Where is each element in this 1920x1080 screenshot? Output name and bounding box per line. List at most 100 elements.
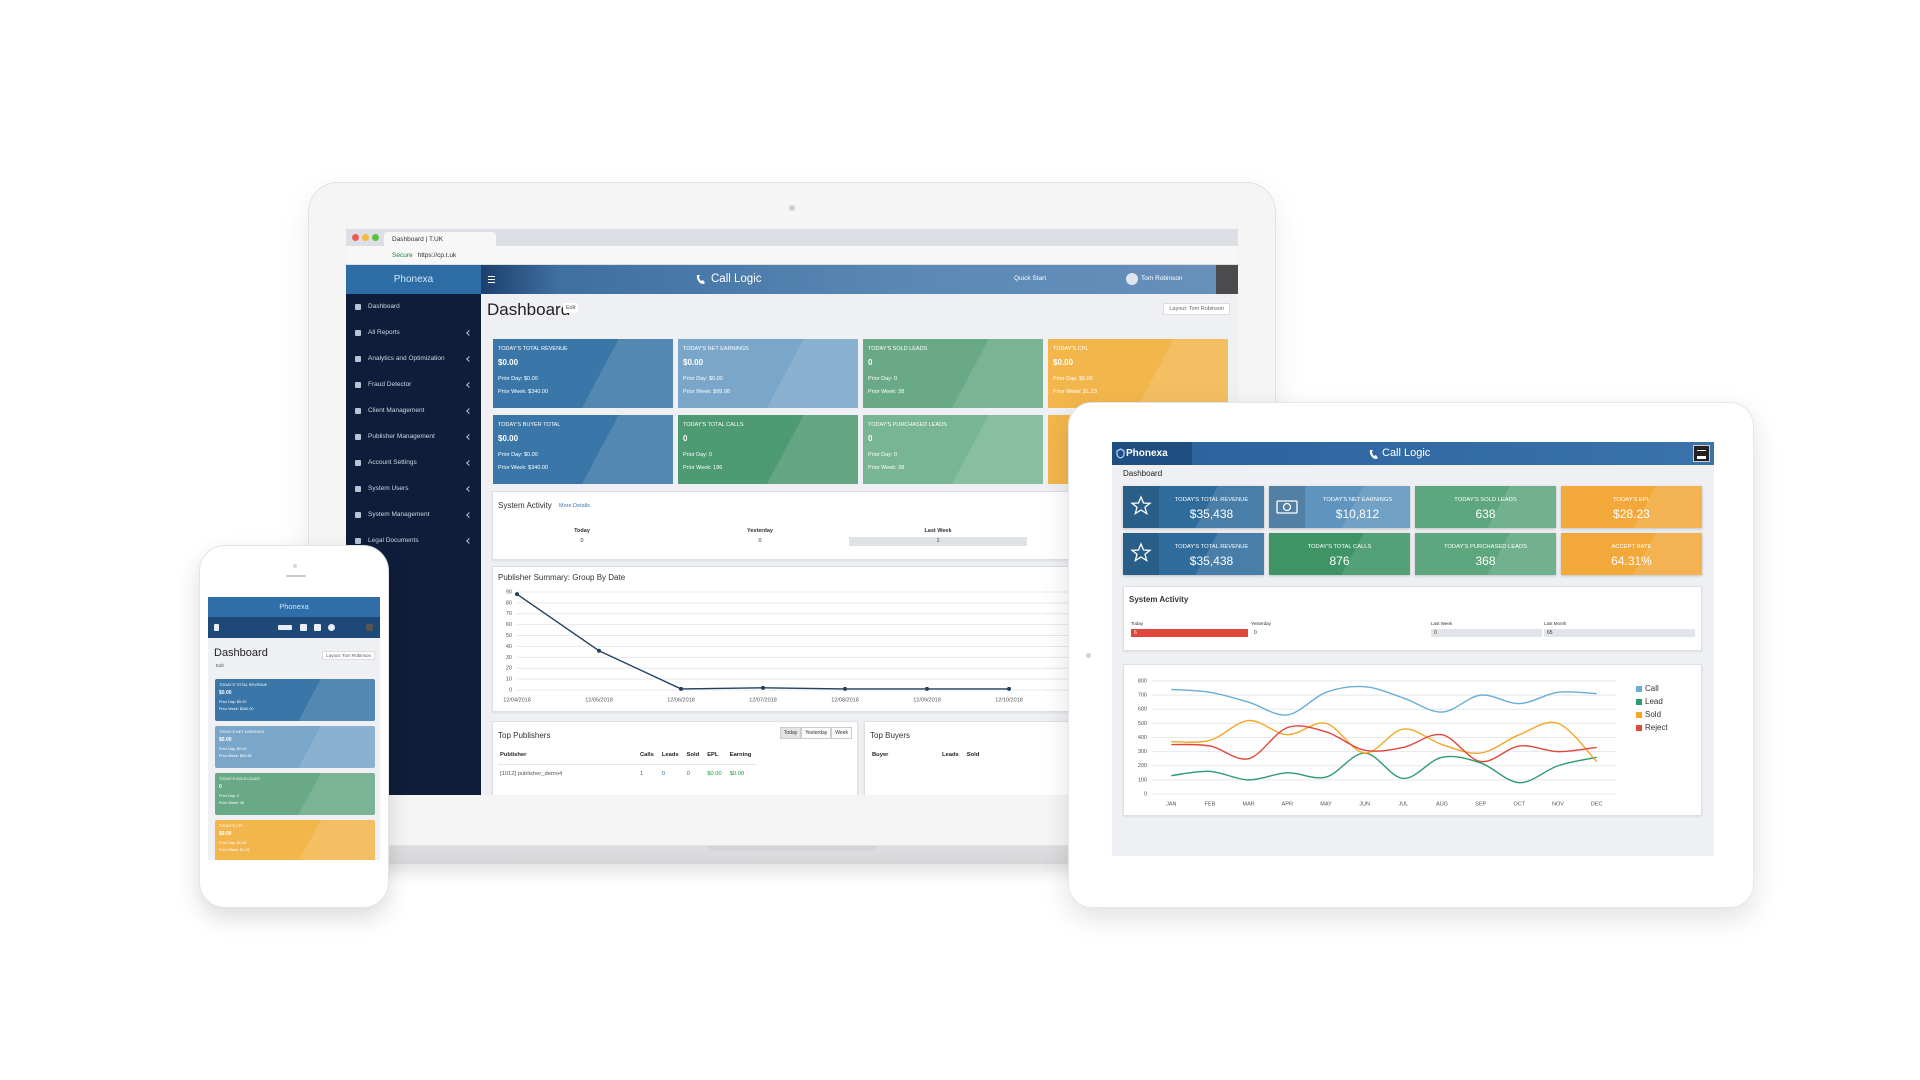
period-tab[interactable]: Week — [831, 727, 852, 739]
menu-item[interactable]: Publisher Management — [346, 424, 481, 450]
card: TODAY'S TOTAL REVENUE $0.00 Prior Day: $0.… — [493, 339, 673, 408]
y-tick-label: 10 — [506, 677, 512, 683]
card-title: TODAY'S TOTAL REVENUE — [1174, 497, 1249, 503]
window-dot[interactable] — [372, 234, 379, 241]
period-tab[interactable]: Today — [779, 727, 802, 739]
activity-value: 0 — [580, 538, 584, 544]
secure-label: Secure — [392, 252, 413, 259]
tablet: Phonexa Call Logic Dashboard System Acti… — [1068, 402, 1754, 908]
menu-item[interactable]: System Management — [346, 502, 481, 528]
x-tick-label: NOV — [1552, 801, 1564, 807]
edit-button[interactable]: Edit — [216, 663, 224, 668]
y-tick-label: 0 — [509, 687, 512, 693]
menu: Dashboard All Reports Analytics and Optimi… — [346, 294, 481, 554]
brand[interactable]: Phonexa — [208, 597, 380, 617]
y-tick-label: 60 — [506, 622, 512, 628]
x-tick-label: DEC — [1591, 801, 1603, 807]
address-bar[interactable]: Secure https://cp.t.uk — [346, 246, 1238, 265]
menu-item[interactable]: Dashboard — [346, 294, 481, 320]
edit-button[interactable]: Edit — [563, 303, 579, 313]
card-title: TODAY'S NET EARNINGS — [683, 346, 749, 352]
table-cell: [1012] publisher_demo4 — [498, 764, 638, 779]
prior-week: Prior Week: $99.98 — [683, 389, 730, 395]
card-value: $0.00 — [219, 737, 232, 743]
y-tick-label: 0 — [1144, 791, 1147, 797]
menu-item[interactable]: Account Settings — [346, 450, 481, 476]
tablet-header: Phonexa Call Logic — [1112, 442, 1714, 465]
settings-button[interactable] — [366, 624, 373, 631]
brand[interactable]: Phonexa — [1126, 448, 1168, 459]
quick-start[interactable] — [278, 625, 292, 630]
prior-week: Prior Week: $99.98 — [219, 754, 252, 758]
menu-label: Account Settings — [368, 459, 417, 466]
series-line — [1171, 719, 1598, 763]
brand[interactable]: Phonexa — [346, 265, 481, 294]
x-tick-label: FEB — [1205, 801, 1216, 807]
menu-icon — [355, 356, 361, 362]
tools-icon[interactable] — [300, 624, 307, 631]
settings-button[interactable] — [1216, 265, 1238, 294]
activity-label: Last Month — [1544, 621, 1567, 626]
menu-toggle[interactable] — [1693, 445, 1710, 462]
menu-item[interactable]: System Users — [346, 476, 481, 502]
legend-label: Reject — [1645, 723, 1668, 732]
x-tick-label: APR — [1282, 801, 1293, 807]
window-dot[interactable] — [362, 234, 369, 241]
page-title: Dashboard — [1123, 469, 1163, 478]
legend-label: Sold — [1645, 710, 1661, 719]
layout-select[interactable]: Layout: Tom Robinson — [1163, 303, 1230, 315]
apps-icon[interactable] — [314, 624, 321, 631]
table-cell: 0 — [684, 764, 706, 779]
menu-item[interactable]: Legal Documents — [346, 528, 481, 554]
window-dot[interactable] — [352, 234, 359, 241]
chart-panel: 0 100 200 300 400 500 600 700 800 JAN FEB MAR APR MAY… — [1123, 664, 1702, 816]
activity-column: Today 0 — [493, 528, 671, 546]
phone: Phonexa Dashboard Edit Layout: Tom Robin… — [199, 545, 389, 908]
period-tab[interactable]: Yesterday — [801, 727, 832, 739]
table-header: Publisher Calls Leads Sold EPL Earning — [498, 750, 757, 765]
menu-toggle[interactable] — [214, 624, 219, 631]
card: TODAY'S TOTAL REVENUE $0.00 Prior Day: $0.… — [215, 679, 375, 721]
menu-item[interactable]: Analytics and Optimization — [346, 346, 481, 372]
more-details-link[interactable]: More Details — [559, 503, 590, 509]
menu-item[interactable]: All Reports — [346, 320, 481, 346]
column-header: Leads — [661, 752, 679, 758]
app: Phonexa Dashboard All Reports Analytics an… — [346, 265, 1238, 795]
column-header: Buyer — [872, 752, 889, 758]
x-tick-label: MAY — [1320, 801, 1332, 807]
x-tick-label: JUN — [1359, 801, 1370, 807]
card-value: $10,812 — [1335, 507, 1380, 521]
menu-label: System Management — [368, 511, 430, 518]
activity-label: Today — [1131, 621, 1144, 626]
x-tick-label: JAN — [1166, 801, 1176, 807]
card-icon — [1269, 486, 1305, 528]
menu-icon — [355, 434, 361, 440]
avatar[interactable] — [328, 624, 335, 631]
browser-tab[interactable]: Dashboard | T.UK — [384, 232, 496, 246]
url: https://cp.t.uk — [417, 252, 457, 259]
activity-value: 0 — [1431, 629, 1542, 637]
card-value: $0.00 — [219, 690, 232, 696]
card: ACCEPT RATE 64.31% — [1561, 533, 1702, 575]
user-menu[interactable]: Tom Robinson — [1141, 275, 1183, 282]
column-header: Sold — [966, 752, 980, 758]
menu-toggle[interactable] — [488, 276, 495, 283]
y-tick-label: 300 — [1138, 749, 1147, 755]
layout-select[interactable]: Layout: Tom Robinson — [322, 651, 375, 660]
card-title: TODAY'S NET EARNINGS — [1322, 497, 1393, 503]
y-tick-label: 80 — [506, 600, 512, 606]
y-tick-label: 800 — [1138, 678, 1147, 684]
line-chart: 0 100 200 300 400 500 600 700 800 JAN FEB MAR APR MAY… — [1138, 678, 1669, 807]
phone-icon — [1369, 450, 1378, 459]
legend-swatch — [1636, 712, 1642, 718]
data-point — [761, 685, 765, 690]
menu-item[interactable]: Fraud Detector — [346, 372, 481, 398]
quick-start[interactable]: Quick Start — [1014, 275, 1047, 282]
avatar — [1126, 273, 1138, 285]
x-tick-label: 12/10/2018 — [995, 697, 1023, 703]
card-value: $0.00 — [683, 358, 704, 367]
y-tick-label: 50 — [506, 633, 512, 639]
phone-screen: Phonexa Dashboard Edit Layout: Tom Robin… — [208, 597, 380, 860]
menu-item[interactable]: Client Management — [346, 398, 481, 424]
y-tick-label: 70 — [506, 611, 512, 617]
